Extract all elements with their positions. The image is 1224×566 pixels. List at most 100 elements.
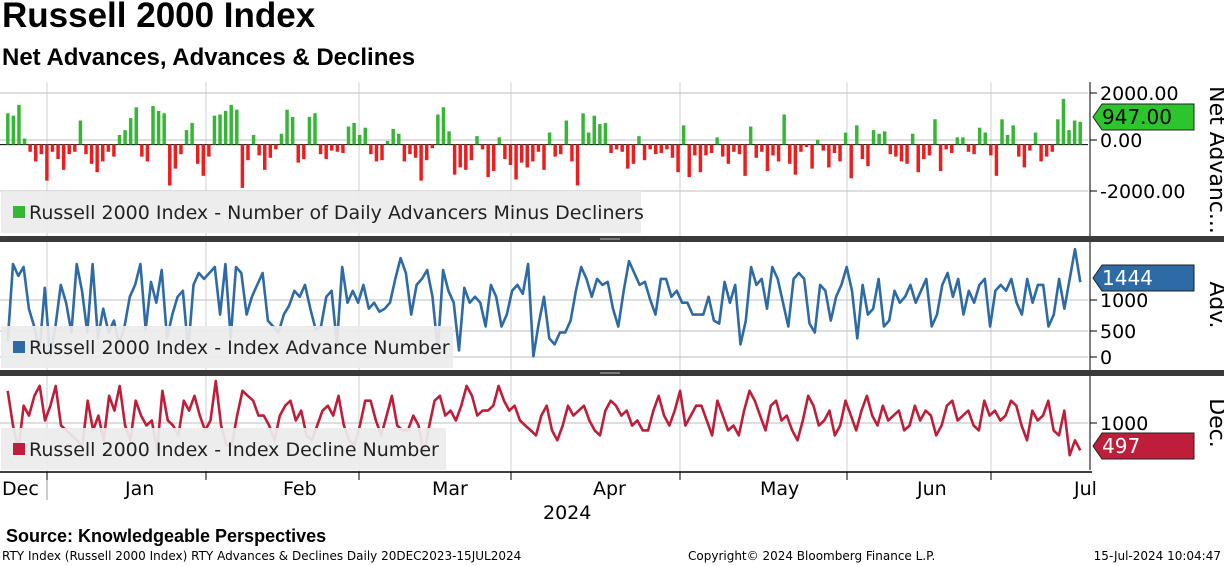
bar-54: [307, 116, 312, 145]
bar-60: [341, 144, 345, 153]
bar-7: [45, 144, 49, 181]
bar-174: [977, 127, 982, 145]
bar-184: [1033, 132, 1038, 145]
bar-134: [754, 144, 758, 158]
bar-117: [659, 144, 664, 153]
bar-78: [441, 107, 446, 145]
bar-103: [581, 113, 585, 145]
bar-42: [240, 144, 245, 188]
bar-8: [50, 144, 55, 152]
bar-23: [134, 107, 138, 145]
legend-label-2: Russell 2000 Index - Index Decline Numbe…: [29, 439, 439, 461]
bar-171: [961, 137, 965, 145]
bar-185: [1039, 144, 1043, 162]
bar-75: [424, 144, 429, 161]
bar-125: [704, 144, 708, 156]
bar-152: [855, 125, 859, 145]
bar-123: [693, 144, 697, 156]
bar-41: [235, 109, 239, 145]
last-value-badge-1: [1092, 264, 1195, 292]
bar-119: [670, 144, 675, 158]
bar-65: [369, 144, 373, 155]
bar-1: [11, 115, 16, 145]
bar-76: [430, 144, 435, 149]
bar-157: [882, 131, 887, 145]
last-value-badge-0: [1092, 103, 1195, 131]
bar-110: [620, 144, 624, 152]
legend-swatch-0: [13, 206, 25, 218]
bar-4: [28, 144, 32, 152]
bar-18: [106, 144, 111, 152]
bar-55: [313, 113, 317, 145]
bar-31: [179, 144, 183, 155]
bar-116: [653, 144, 658, 155]
bar-77: [436, 114, 440, 145]
bar-130: [732, 144, 736, 152]
bar-96: [542, 144, 546, 170]
bar-176: [989, 144, 993, 156]
bar-22: [128, 118, 133, 145]
bar-128: [721, 144, 725, 157]
bar-52: [296, 144, 300, 163]
y-tick-label-1-1: 500: [1100, 321, 1136, 343]
bar-98: [553, 144, 557, 157]
y-axis-label-2: Dec.: [1204, 398, 1224, 448]
bar-17: [101, 144, 105, 162]
bar-57: [324, 144, 328, 159]
bar-83: [469, 144, 474, 161]
bar-166: [933, 119, 937, 145]
bar-56: [318, 144, 323, 155]
bar-40: [229, 104, 233, 145]
bar-9: [56, 144, 60, 159]
bar-180: [1011, 125, 1015, 145]
bar-147: [827, 144, 831, 168]
bar-177: [994, 144, 999, 176]
footer-timestamp: 15-Jul-2024 10:04:47: [1093, 549, 1221, 563]
bar-111: [626, 144, 630, 169]
bar-63: [357, 134, 362, 145]
bar-151: [849, 144, 853, 179]
bar-70: [397, 133, 401, 145]
bar-173: [972, 144, 976, 155]
bar-85: [480, 144, 485, 150]
bar-186: [1044, 144, 1049, 157]
y-tick-label-0-0: 2000.00: [1100, 83, 1179, 105]
bar-168: [944, 144, 948, 150]
bar-69: [391, 128, 395, 145]
bar-36: [207, 144, 211, 157]
footer-copyright: Copyright© 2024 Bloomberg Finance L.P.: [688, 549, 936, 563]
bar-164: [922, 144, 926, 159]
bar-120: [676, 144, 680, 173]
chart-title: Russell 2000 Index: [2, 0, 316, 35]
bar-124: [698, 144, 703, 173]
bar-109: [614, 144, 619, 150]
bar-81: [458, 144, 462, 168]
bar-172: [966, 144, 971, 152]
bar-35: [201, 144, 206, 176]
bar-62: [352, 122, 356, 145]
bar-136: [765, 144, 770, 172]
bar-46: [262, 144, 267, 170]
bar-115: [648, 144, 652, 150]
bar-32: [184, 130, 189, 145]
bar-28: [162, 113, 166, 145]
footer-ticker-info: RTY Index (Russell 2000 Index) RTY Advan…: [2, 549, 522, 563]
bar-33: [190, 122, 194, 145]
bar-84: [475, 136, 479, 145]
bar-113: [637, 136, 641, 145]
x-tick-label-feb: Feb: [283, 478, 317, 500]
bar-155: [871, 130, 876, 145]
bar-30: [173, 144, 178, 169]
bar-135: [760, 144, 764, 152]
bar-107: [603, 122, 608, 145]
legend-label-1: Russell 2000 Index - Index Advance Numbe…: [29, 337, 450, 359]
bar-13: [78, 120, 83, 145]
bar-26: [151, 106, 155, 145]
bar-6: [39, 144, 44, 155]
bar-86: [486, 144, 490, 178]
bar-182: [1022, 144, 1027, 168]
bar-24: [140, 144, 144, 157]
bar-105: [592, 115, 597, 145]
bar-93: [525, 144, 529, 168]
bar-170: [955, 137, 960, 145]
